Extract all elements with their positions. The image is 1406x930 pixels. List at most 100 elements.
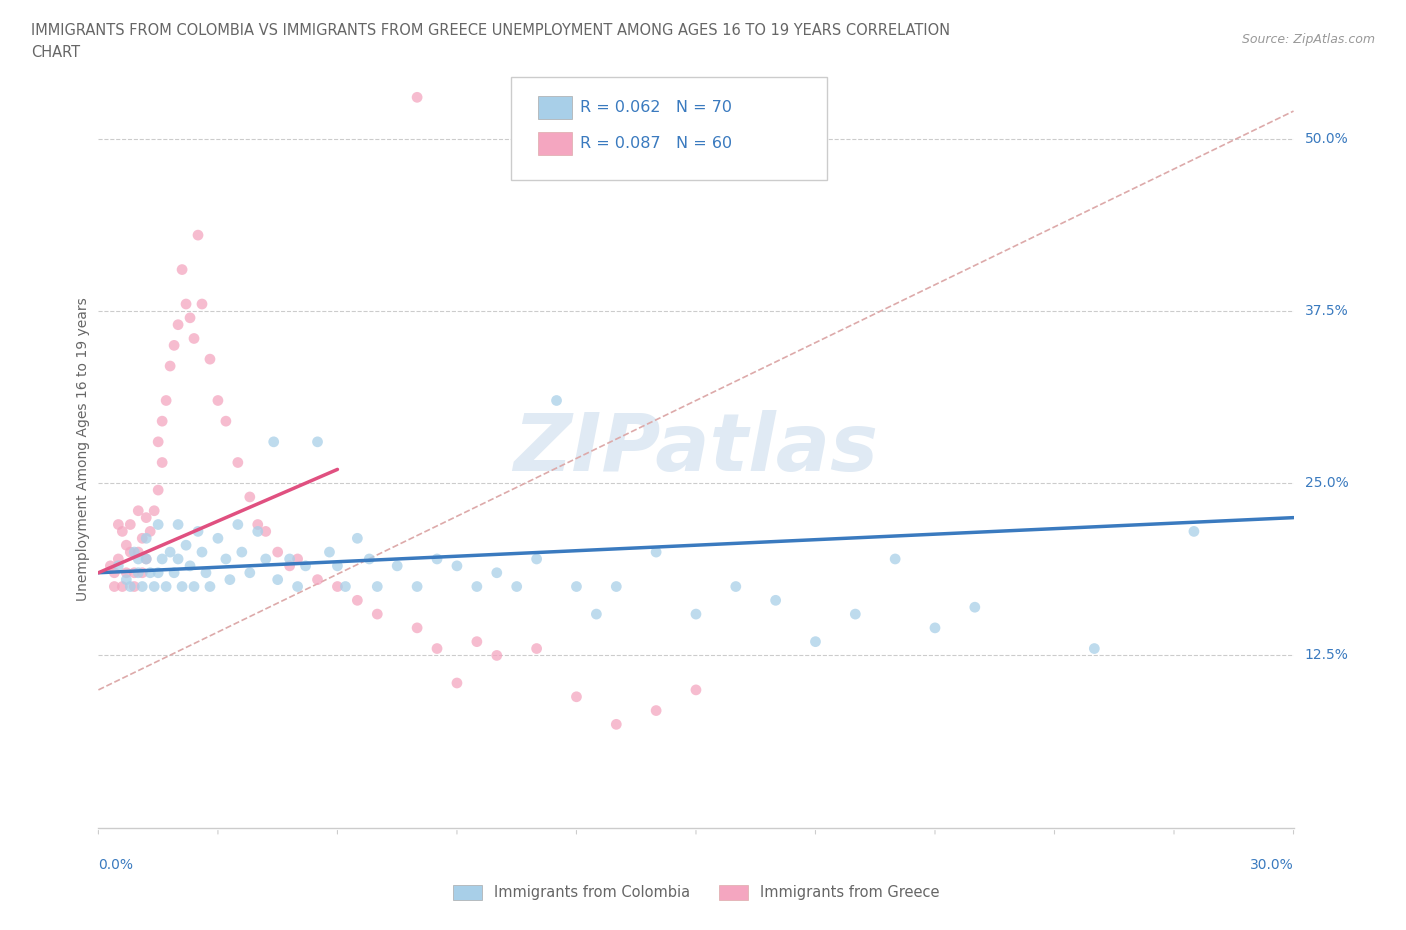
Point <box>172 579 194 594</box>
Point <box>107 551 129 566</box>
Point <box>148 434 170 449</box>
Point <box>111 524 134 538</box>
FancyBboxPatch shape <box>510 77 827 179</box>
Point <box>107 517 129 532</box>
Point <box>526 641 548 656</box>
Point <box>239 489 262 504</box>
Point <box>198 352 221 366</box>
Point <box>163 565 186 580</box>
Point <box>143 579 166 594</box>
Point <box>172 262 194 277</box>
Point <box>366 606 388 621</box>
Point <box>120 517 142 532</box>
Point <box>191 545 214 560</box>
Point <box>287 579 309 594</box>
Point <box>278 551 301 566</box>
Point <box>131 531 153 546</box>
Text: 12.5%: 12.5% <box>1305 648 1348 662</box>
Point <box>385 558 409 573</box>
Point <box>267 545 290 560</box>
Point <box>124 565 146 580</box>
Point <box>605 579 627 594</box>
Point <box>135 551 157 566</box>
Point <box>215 551 238 566</box>
Point <box>239 565 262 580</box>
Point <box>135 531 157 546</box>
Point <box>446 675 468 690</box>
Text: CHART: CHART <box>31 45 80 60</box>
Point <box>103 579 125 594</box>
Point <box>1083 641 1105 656</box>
Point <box>187 524 209 538</box>
Point <box>179 558 201 573</box>
Point <box>685 606 707 621</box>
Point <box>346 531 368 546</box>
Point <box>127 503 149 518</box>
Point <box>685 683 707 698</box>
Point <box>963 600 986 615</box>
Text: R = 0.062   N = 70: R = 0.062 N = 70 <box>581 100 733 115</box>
Text: 30.0%: 30.0% <box>1250 858 1294 872</box>
Point <box>194 565 218 580</box>
Text: 0.0%: 0.0% <box>98 858 134 872</box>
Point <box>446 558 468 573</box>
Point <box>148 483 170 498</box>
Point <box>115 538 138 552</box>
Y-axis label: Unemployment Among Ages 16 to 19 years: Unemployment Among Ages 16 to 19 years <box>76 297 90 601</box>
Point <box>226 455 249 470</box>
Point <box>359 551 381 566</box>
Legend: Immigrants from Colombia, Immigrants from Greece: Immigrants from Colombia, Immigrants fro… <box>446 878 946 908</box>
Point <box>278 558 301 573</box>
Point <box>120 545 142 560</box>
Point <box>485 648 508 663</box>
Point <box>127 565 149 580</box>
Point <box>115 565 138 580</box>
Point <box>139 524 162 538</box>
Text: 37.5%: 37.5% <box>1305 304 1348 318</box>
Point <box>107 558 129 573</box>
Point <box>135 551 157 566</box>
Point <box>183 579 205 594</box>
Point <box>844 606 866 621</box>
Point <box>724 579 747 594</box>
Text: Source: ZipAtlas.com: Source: ZipAtlas.com <box>1241 33 1375 46</box>
Point <box>135 511 157 525</box>
Point <box>526 551 548 566</box>
Point <box>246 524 269 538</box>
Point <box>254 551 277 566</box>
Point <box>150 414 173 429</box>
Point <box>111 579 134 594</box>
Point <box>884 551 907 566</box>
Point <box>585 606 607 621</box>
Point <box>246 517 269 532</box>
Point <box>120 579 142 594</box>
Point <box>426 641 449 656</box>
Text: IMMIGRANTS FROM COLOMBIA VS IMMIGRANTS FROM GREECE UNEMPLOYMENT AMONG AGES 16 TO: IMMIGRANTS FROM COLOMBIA VS IMMIGRANTS F… <box>31 23 950 38</box>
Point <box>506 579 529 594</box>
Point <box>174 297 197 312</box>
Point <box>565 689 588 704</box>
Point <box>645 545 668 560</box>
Text: R = 0.087   N = 60: R = 0.087 N = 60 <box>581 136 733 151</box>
Point <box>335 579 357 594</box>
Point <box>127 551 149 566</box>
Point <box>115 572 138 587</box>
Point <box>231 545 253 560</box>
Point <box>426 551 449 566</box>
Point <box>167 317 190 332</box>
Point <box>207 393 229 408</box>
Point <box>148 565 170 580</box>
Point <box>198 579 221 594</box>
Point <box>143 503 166 518</box>
Point <box>346 593 368 608</box>
Point <box>326 579 349 594</box>
Point <box>183 331 205 346</box>
Point <box>765 593 787 608</box>
Point <box>465 634 488 649</box>
Point <box>645 703 668 718</box>
FancyBboxPatch shape <box>538 97 572 119</box>
Point <box>167 551 190 566</box>
Point <box>187 228 209 243</box>
Point <box>263 434 285 449</box>
Point <box>307 434 329 449</box>
